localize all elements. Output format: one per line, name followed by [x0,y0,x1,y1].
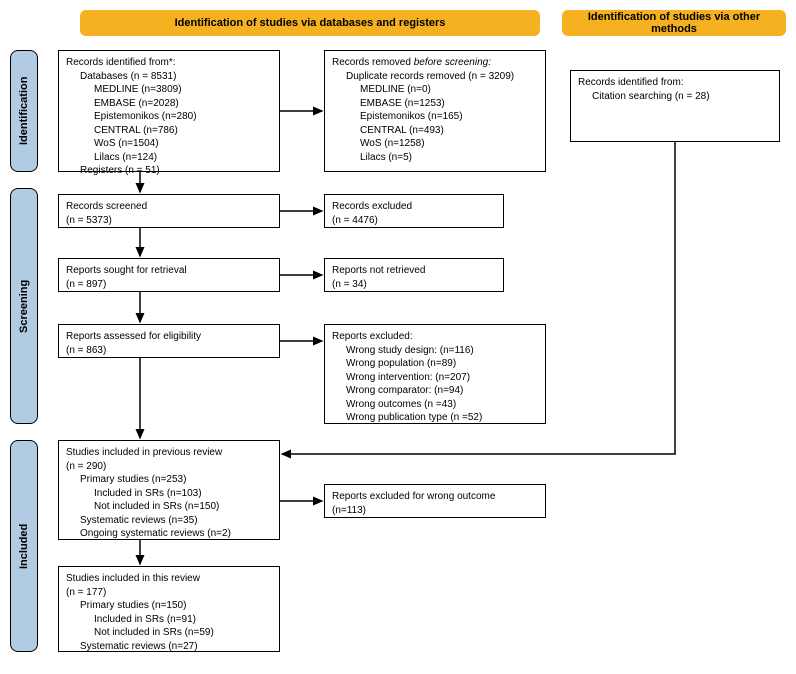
removed-dup: Duplicate records removed (n = 3209) [332,70,538,84]
prev-primary: Primary studies (n=253) [66,473,272,487]
excl-r4: Wrong comparator: (n=94) [332,384,538,398]
box-prev-review: Studies included in previous review (n =… [58,440,280,540]
prev-line1: Studies included in previous review [66,447,222,458]
identified-medline: MEDLINE (n=3809) [66,83,272,97]
box-excluded-outcome: Reports excluded for wrong outcome (n=11… [324,484,546,518]
stage-included: Included [10,440,38,652]
removed-medline: MEDLINE (n=0) [332,83,538,97]
identified-central: CENTRAL (n=786) [66,124,272,138]
box-this-review: Studies included in this review (n = 177… [58,566,280,652]
this-sr: Systematic reviews (n=27) [66,640,272,654]
removed-line1: Records removed before screening: [332,57,491,68]
box-sought: Reports sought for retrieval (n = 897) [58,258,280,292]
identified-registers: Registers (n = 51) [66,164,272,178]
sought-line2: (n = 897) [66,279,106,290]
excluded-screen-line1: Records excluded [332,201,412,212]
header-databases: Identification of studies via databases … [80,10,540,36]
excl-title: Reports excluded: [332,331,413,342]
stage-screening-text: Screening [18,279,30,332]
stage-screening: Screening [10,188,38,424]
screened-line2: (n = 5373) [66,215,112,226]
prev-line2: (n = 290) [66,461,106,472]
box-not-retrieved: Reports not retrieved (n = 34) [324,258,504,292]
other-line1: Records identified from: [578,77,684,88]
removed-epist: Epistemonikos (n=165) [332,110,538,124]
this-line2: (n = 177) [66,587,106,598]
prev-insr: Included in SRs (n=103) [66,487,272,501]
identified-epist: Epistemonikos (n=280) [66,110,272,124]
screened-line1: Records screened [66,201,147,212]
notret-line1: Reports not retrieved [332,265,425,276]
notret-line2: (n = 34) [332,279,367,290]
identified-lilacs: Lilacs (n=124) [66,151,272,165]
this-primary: Primary studies (n=150) [66,599,272,613]
identified-db: Databases (n = 8531) [66,70,272,84]
removed-embase: EMBASE (n=1253) [332,97,538,111]
identified-embase: EMBASE (n=2028) [66,97,272,111]
header-other-text: Identification of studies via other meth… [566,11,782,35]
this-line1: Studies included in this review [66,573,200,584]
stage-identification: Identification [10,50,38,172]
box-other-identified: Records identified from: Citation search… [570,70,780,142]
excl-r3: Wrong intervention: (n=207) [332,371,538,385]
header-databases-text: Identification of studies via databases … [175,17,446,29]
excl-r1: Wrong study design: (n=116) [332,344,538,358]
box-assessed: Reports assessed for eligibility (n = 86… [58,324,280,358]
removed-wos: WoS (n=1258) [332,137,538,151]
identified-line1: Records identified from*: [66,57,176,68]
prisma-flow-diagram: Identification of studies via databases … [10,10,786,664]
assessed-line2: (n = 863) [66,345,106,356]
prev-sr: Systematic reviews (n=35) [66,514,272,528]
prev-ongoing: Ongoing systematic reviews (n=2) [66,527,272,541]
exclout-line2: (n=113) [332,505,366,516]
exclout-line1: Reports excluded for wrong outcome [332,491,495,502]
excl-r6: Wrong publication type (n =52) [332,411,538,425]
prev-notsr: Not included in SRs (n=150) [66,500,272,514]
excl-r2: Wrong population (n=89) [332,357,538,371]
other-citation: Citation searching (n = 28) [578,90,772,104]
header-other: Identification of studies via other meth… [562,10,786,36]
sought-line1: Reports sought for retrieval [66,265,187,276]
excl-r5: Wrong outcomes (n =43) [332,398,538,412]
stage-identification-text: Identification [18,77,30,145]
removed-lilacs: Lilacs (n=5) [332,151,538,165]
stage-included-text: Included [18,523,30,568]
this-notsr: Not included in SRs (n=59) [66,626,272,640]
box-screened: Records screened (n = 5373) [58,194,280,228]
identified-wos: WoS (n=1504) [66,137,272,151]
box-records-removed: Records removed before screening: Duplic… [324,50,546,172]
box-excluded-reports: Reports excluded: Wrong study design: (n… [324,324,546,424]
box-records-identified: Records identified from*: Databases (n =… [58,50,280,172]
this-insr: Included in SRs (n=91) [66,613,272,627]
excluded-screen-line2: (n = 4476) [332,215,378,226]
removed-central: CENTRAL (n=493) [332,124,538,138]
box-excluded-screen: Records excluded (n = 4476) [324,194,504,228]
assessed-line1: Reports assessed for eligibility [66,331,201,342]
